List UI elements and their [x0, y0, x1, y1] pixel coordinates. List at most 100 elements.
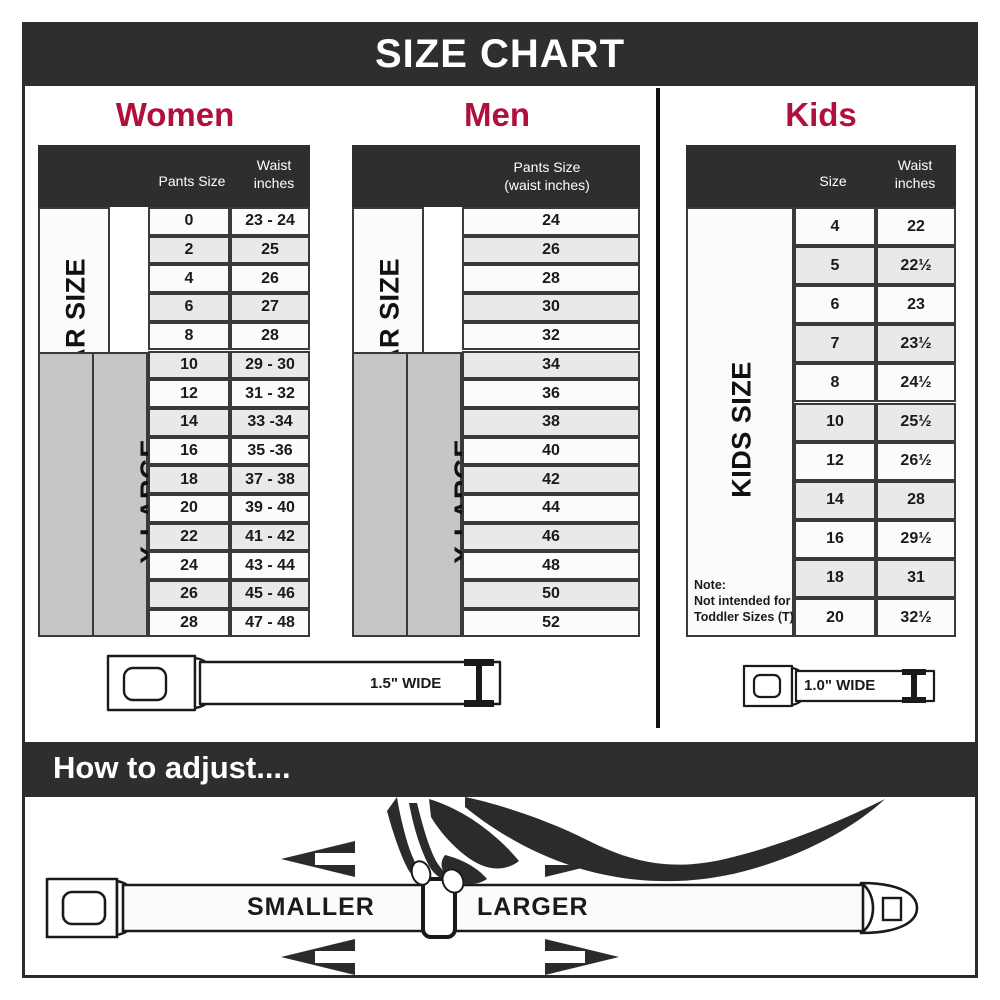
kids-col-waist-line1: Waist: [897, 157, 933, 173]
belt-buckle-hole: [122, 666, 168, 702]
women-cell-size: 22: [148, 522, 230, 552]
men-table-header: Pants Size (waist inches): [352, 145, 640, 207]
women-cell-waist: 39 - 40: [230, 494, 310, 523]
men-row: 50: [462, 580, 640, 609]
men-kids-divider: [656, 88, 660, 728]
men-row: 24: [462, 207, 640, 236]
women-col-waist-line2: inches: [253, 175, 295, 191]
women-row: 0 23 - 24: [148, 207, 310, 236]
men-cell-size: 40: [462, 436, 640, 466]
men-cell-size: 44: [462, 494, 640, 523]
men-row: 46: [462, 522, 640, 552]
fingernail-1: [410, 860, 432, 886]
kids-cell-waist: 26½: [876, 441, 956, 481]
women-row: 20 39 - 40: [148, 494, 310, 523]
kids-category-block: KIDS SIZE: [686, 207, 794, 637]
men-row: 28: [462, 264, 640, 294]
women-table-header: Pants Size Waist inches: [38, 145, 310, 207]
section-title-men: Men: [464, 96, 530, 133]
women-cell-size: 12: [148, 379, 230, 408]
men-row: 32: [462, 321, 640, 351]
men-row: 38: [462, 407, 640, 437]
adjust-label-larger: LARGER: [477, 893, 589, 921]
kids-row: 6 23: [794, 285, 956, 325]
section-title-kids: Kids: [785, 96, 857, 133]
kids-cell-waist: 23: [876, 285, 956, 325]
title-bar: SIZE CHART: [22, 22, 978, 86]
men-cell-size: 52: [462, 608, 640, 638]
women-cell-waist: 31 - 32: [230, 379, 310, 408]
men-cell-size: 48: [462, 551, 640, 581]
men-category-xlarge: X-LARGE: [406, 352, 479, 637]
women-cell-size: 16: [148, 436, 230, 466]
women-cell-size: 4: [148, 264, 230, 294]
kids-note-line1: Note:: [694, 578, 726, 592]
men-col-header-line2: (waist inches): [504, 177, 590, 193]
women-col-waist-line1: Waist: [256, 157, 292, 173]
men-cell-size: 26: [462, 235, 640, 265]
women-cell-size: 2: [148, 235, 230, 265]
men-cell-size: 34: [462, 350, 640, 380]
kids-cell-waist: 28: [876, 480, 956, 520]
kids-row: 18 31: [794, 558, 956, 598]
kids-cell-size: 16: [794, 519, 876, 559]
kids-cell-size: 8: [794, 363, 876, 403]
kids-cell-waist: 25½: [876, 402, 956, 442]
women-row: 18 37 - 38: [148, 465, 310, 494]
women-cell-size: 10: [148, 350, 230, 380]
kids-belt-width-marker: [902, 669, 926, 703]
women-row: 26 45 - 46: [148, 580, 310, 609]
kids-cell-size: 7: [794, 324, 876, 364]
women-row: 24 43 - 44: [148, 551, 310, 581]
kids-row: 8 24½: [794, 363, 956, 403]
kids-belt-strap: [794, 669, 936, 703]
women-cell-size: 24: [148, 551, 230, 581]
kids-cell-size: 5: [794, 246, 876, 286]
women-cell-waist: 25: [230, 235, 310, 265]
adjust-belt-tip-hole: [881, 896, 903, 922]
men-row: 30: [462, 293, 640, 322]
women-cell-waist: 47 - 48: [230, 608, 310, 638]
women-cell-waist: 45 - 46: [230, 580, 310, 609]
women-row: 8 28: [148, 321, 310, 351]
arrow-larger-bottom: [545, 939, 619, 975]
kids-cell-waist: 32½: [876, 598, 956, 638]
adult-belt-width-label: 1.5" WIDE: [370, 675, 442, 692]
women-row: 28 47 - 48: [148, 608, 310, 638]
men-cell-size: 38: [462, 407, 640, 437]
kids-cell-size: 12: [794, 441, 876, 481]
arrow-smaller-top: [281, 841, 355, 877]
kids-cell-waist: 24½: [876, 363, 956, 403]
women-row: 22 41 - 42: [148, 522, 310, 552]
women-category-xlarge: X-LARGE: [92, 352, 165, 637]
kids-cell-waist: 31: [876, 558, 956, 598]
women-cell-waist: 27: [230, 293, 310, 322]
kids-cell-waist: 22½: [876, 246, 956, 286]
arrow-larger-top: [545, 841, 619, 877]
kids-cell-size: 20: [794, 598, 876, 638]
women-row: 6 27: [148, 293, 310, 322]
men-col-header-line1: Pants Size: [513, 159, 581, 175]
men-cell-size: 32: [462, 321, 640, 351]
how-to-adjust-title: How to adjust....: [53, 750, 291, 785]
men-cell-size: 30: [462, 293, 640, 322]
adjust-label-smaller: SMALLER: [247, 893, 375, 921]
women-cell-size: 0: [148, 207, 230, 236]
section-title-women: Women: [115, 96, 235, 133]
men-row: 44: [462, 494, 640, 523]
men-cell-size: 24: [462, 207, 640, 236]
women-cell-size: 26: [148, 580, 230, 609]
women-cell-waist: 37 - 38: [230, 465, 310, 494]
women-row: 14 33 -34: [148, 407, 310, 437]
men-row: 34: [462, 350, 640, 380]
kids-cell-size: 4: [794, 207, 876, 247]
kids-belt-buckle-hole: [752, 673, 782, 699]
page-title: SIZE CHART: [375, 31, 625, 76]
kids-cell-waist: 22: [876, 207, 956, 247]
belt-width-marker: [464, 659, 494, 707]
women-cell-waist: 26: [230, 264, 310, 294]
kids-row: 14 28: [794, 480, 956, 520]
women-cell-size: 14: [148, 407, 230, 437]
kids-cell-size: 18: [794, 558, 876, 598]
